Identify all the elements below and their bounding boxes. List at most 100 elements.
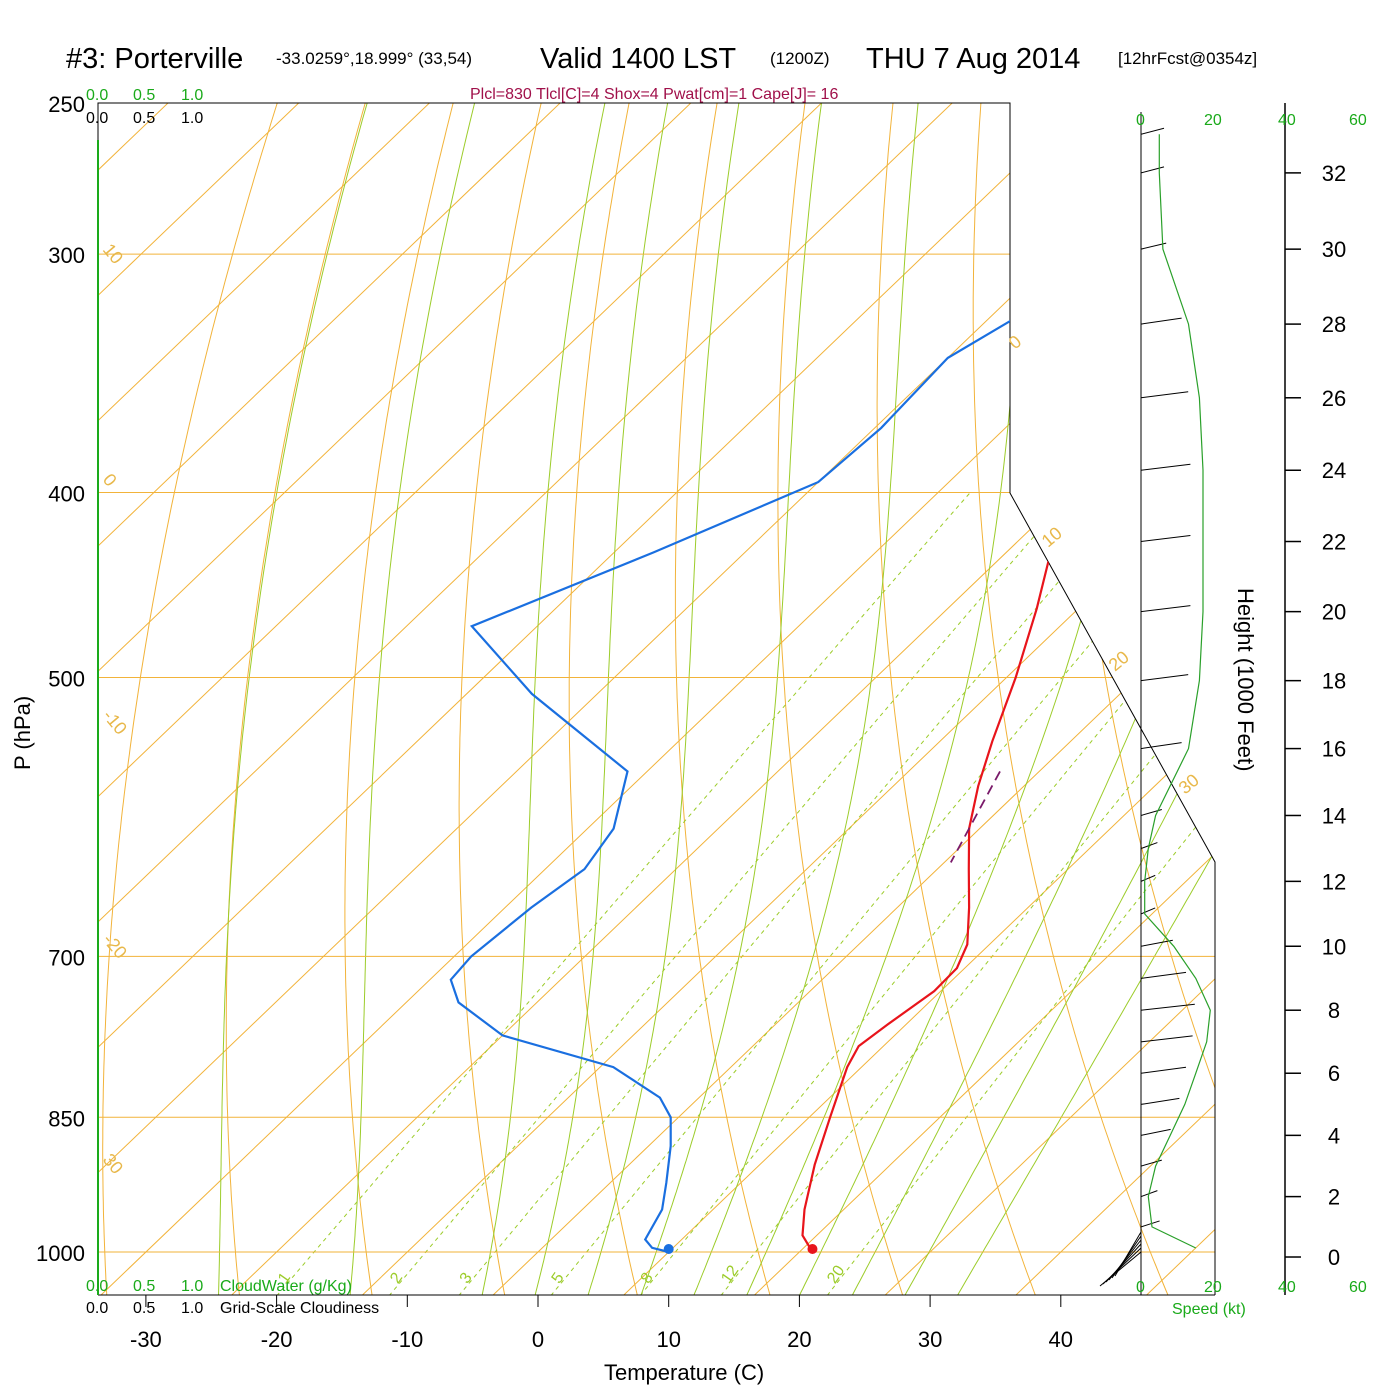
height-tick-label: 16 bbox=[1322, 737, 1346, 762]
dry-adiabat-line bbox=[1332, 90, 1400, 1298]
wind-barb bbox=[1140, 874, 1156, 882]
speed-tick-bottom-0: 0 bbox=[1136, 1279, 1145, 1296]
isotherm-line bbox=[98, 103, 1215, 1295]
wind-barb bbox=[1140, 166, 1165, 174]
dry-adiabat-line bbox=[674, 103, 772, 1295]
wind-barb bbox=[1140, 1220, 1160, 1228]
isotherm-label: 30 bbox=[1175, 770, 1203, 798]
height-tick-label: 20 bbox=[1322, 600, 1346, 625]
isotherm-label: 0 bbox=[1005, 331, 1026, 353]
dewpoint-profile bbox=[449, 150, 1215, 1254]
cloudiness-label: Grid-Scale Cloudiness bbox=[220, 1300, 379, 1317]
isobars bbox=[98, 103, 1215, 1253]
x-tick-label: 10 bbox=[656, 1327, 680, 1352]
mixing-ratio-label: 12 bbox=[718, 1262, 742, 1286]
dry-adiabat-line bbox=[876, 103, 1037, 1295]
wind-panel: 0 20 40 60 0 20 40 60 Speed (kt) bbox=[1099, 112, 1367, 1318]
isotherm-label: -20 bbox=[99, 930, 131, 963]
wind-barb bbox=[1140, 391, 1189, 399]
height-tick-label: 30 bbox=[1322, 237, 1346, 262]
speed-tick-top-40: 40 bbox=[1278, 112, 1296, 129]
speed-tick-top-60: 60 bbox=[1349, 112, 1367, 129]
height-tick-label: 12 bbox=[1322, 869, 1346, 894]
speed-tick-top-0: 0 bbox=[1136, 112, 1145, 129]
dry-adiabat-line bbox=[458, 103, 545, 1295]
wind-barb bbox=[1140, 463, 1191, 471]
speed-tick-bottom-60: 60 bbox=[1349, 1279, 1367, 1296]
x-tick-label: 20 bbox=[787, 1327, 811, 1352]
height-tick-label: 4 bbox=[1328, 1123, 1340, 1148]
isotherm-line bbox=[98, 103, 858, 1295]
title-forecast: [12hrFcst@0354z] bbox=[1118, 49, 1257, 68]
wind-barb bbox=[1140, 1066, 1187, 1074]
moist-adiabat-line bbox=[949, 103, 1215, 1295]
height-tick-label: 28 bbox=[1322, 312, 1346, 337]
mixing-ratio-label: 5 bbox=[549, 1270, 568, 1287]
isotherms bbox=[98, 103, 1215, 1295]
wind-barb bbox=[1140, 535, 1191, 543]
cloud-black-tick-2: 1.0 bbox=[181, 1300, 203, 1317]
wind-barb bbox=[1140, 674, 1189, 682]
height-tick-label: 24 bbox=[1322, 458, 1346, 483]
wind-barbs bbox=[1099, 127, 1195, 1287]
mixing-ratio-line bbox=[448, 492, 1135, 1295]
mixing-ratio-label: 2 bbox=[387, 1270, 406, 1287]
pressure-tick-label: 250 bbox=[48, 92, 85, 117]
moist-adiabat-line bbox=[531, 103, 672, 1295]
wind-barb bbox=[1140, 939, 1173, 947]
isotherm-label: 10 bbox=[1038, 523, 1066, 551]
title-date: THU 7 Aug 2014 bbox=[866, 43, 1080, 75]
cloudwater-label: CloudWater (g/Kg) bbox=[220, 1278, 352, 1295]
x-tick-label: -30 bbox=[130, 1327, 162, 1352]
title-coords: -33.0259°,18.999° (33,54) bbox=[276, 49, 472, 68]
mixing-ratio-line bbox=[629, 492, 1215, 1295]
pressure-tick-label: 500 bbox=[48, 667, 85, 692]
cloud-black-tick-1: 0.5 bbox=[133, 110, 155, 127]
cloud-green-tick-0: 0.0 bbox=[86, 1278, 108, 1295]
height-tick-label: 26 bbox=[1322, 386, 1346, 411]
x-tick-label: 0 bbox=[532, 1327, 544, 1352]
title-station: #3: Porterville bbox=[66, 43, 243, 75]
cloud-scale-bottom: 0.0 0.5 1.0 CloudWater (g/Kg) 0.0 0.5 1.… bbox=[86, 1278, 379, 1317]
y-axis-title: P (hPa) bbox=[10, 696, 35, 770]
pressure-tick-label: 300 bbox=[48, 243, 85, 268]
cloud-black-tick-0: 0.0 bbox=[86, 1300, 108, 1317]
cloud-green-tick-2: 1.0 bbox=[181, 87, 203, 104]
parcel-path bbox=[950, 770, 1001, 863]
isotherm-line bbox=[348, 103, 1215, 1295]
height-tick-label: 18 bbox=[1322, 669, 1346, 694]
moist-adiabat-line bbox=[740, 103, 1035, 1295]
dry-adiabat-line bbox=[972, 103, 1170, 1295]
isotherm-line bbox=[98, 103, 727, 1295]
dry-adiabat-line bbox=[1245, 90, 1400, 1298]
isotherm-line bbox=[98, 103, 466, 1295]
isotherm-line bbox=[98, 103, 1119, 1295]
wind-barb bbox=[1140, 1035, 1193, 1043]
moist-adiabat-line bbox=[583, 103, 743, 1295]
wind-barb bbox=[1105, 1243, 1142, 1283]
wind-barb bbox=[1140, 1128, 1171, 1136]
cloud-green-tick-2: 1.0 bbox=[181, 1278, 203, 1295]
speed-axis-label: Speed (kt) bbox=[1172, 1301, 1246, 1318]
x-tick-label: -20 bbox=[261, 1327, 293, 1352]
cloud-black-tick-2: 1.0 bbox=[181, 110, 203, 127]
height-tick-label: 2 bbox=[1328, 1185, 1340, 1210]
wind-barb bbox=[1140, 971, 1187, 979]
sounding-indices: Plcl=830 Tlcl[C]=4 Shox=4 Pwat[cm]=1 Cap… bbox=[470, 86, 838, 103]
pressure-axis-ticks: 250 300 400 500 700 850 1000 bbox=[36, 92, 85, 1266]
dry-adiabat-line bbox=[225, 103, 370, 1295]
wind-speed-profile bbox=[1144, 134, 1211, 1249]
moist-adiabat-line bbox=[845, 103, 1215, 1295]
title-utc: (1200Z) bbox=[770, 49, 830, 68]
x-tick-label: 40 bbox=[1049, 1327, 1073, 1352]
cloud-black-tick-0: 0.0 bbox=[86, 110, 108, 127]
mixing-ratio-lines bbox=[265, 492, 1215, 1295]
isotherm-line bbox=[98, 103, 1215, 1295]
moist-adiabat-line bbox=[688, 103, 921, 1295]
dry-adiabat-line bbox=[102, 103, 282, 1295]
isotherm-line bbox=[1132, 103, 1215, 1295]
wind-barb bbox=[1140, 907, 1156, 915]
mixing-ratio-line bbox=[817, 492, 1215, 1295]
